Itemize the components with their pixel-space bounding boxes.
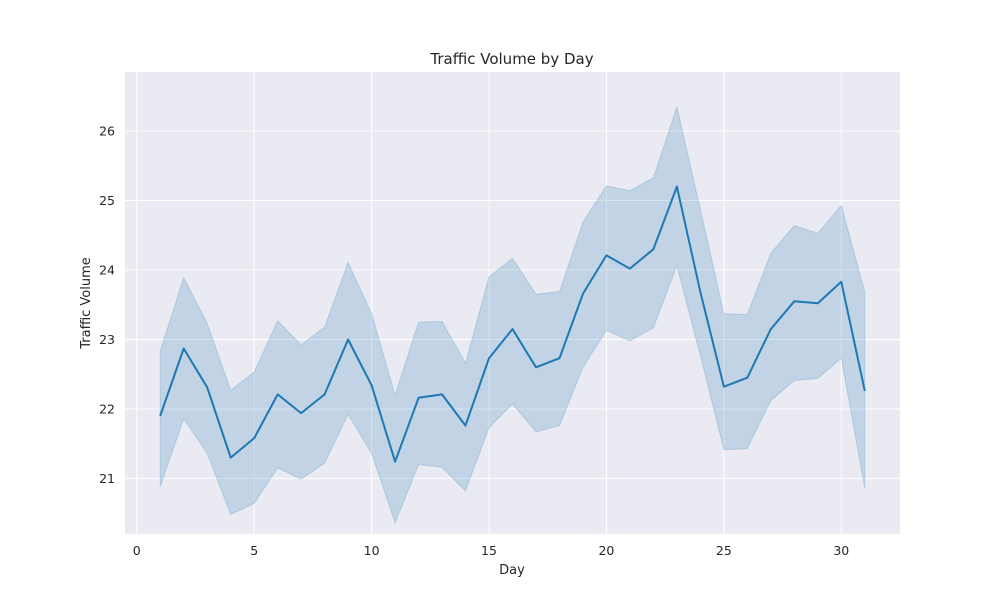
x-tick-label: 25 [716,543,732,558]
confidence-band-group [159,104,866,525]
x-tick-labels: 0 5 10 15 20 25 30 [133,543,850,558]
y-tick-label: 26 [99,124,115,139]
confidence-band [159,104,866,525]
chart-title: Traffic Volume by Day [429,50,593,68]
series-line-group [159,185,866,463]
x-tick-label: 15 [481,543,497,558]
x-tick-label: 5 [250,543,258,558]
x-tick-label: 20 [598,543,614,558]
x-tick-label: 10 [364,543,380,558]
series-line [159,185,866,463]
y-tick-label: 21 [99,471,115,486]
y-tick-labels: 21 22 23 24 25 26 [99,124,115,486]
x-axis-label: Day [499,563,525,578]
y-tick-label: 24 [99,263,115,278]
y-tick-label: 22 [99,401,115,416]
grid [125,72,900,534]
x-tick-label: 30 [833,543,849,558]
x-tick-label: 0 [133,543,141,558]
y-tick-label: 25 [99,193,115,208]
y-tick-label: 23 [99,332,115,347]
y-axis-label: Traffic Volume [79,257,94,350]
